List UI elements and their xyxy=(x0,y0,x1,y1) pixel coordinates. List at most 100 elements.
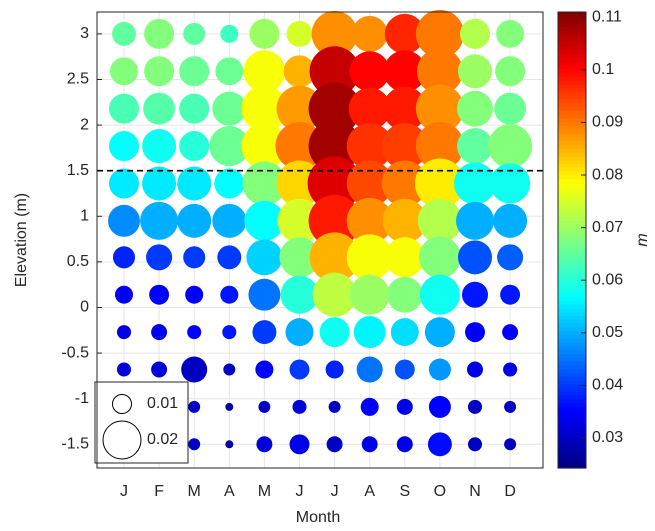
legend-label: 0.02 xyxy=(147,431,178,448)
colorbar-cell xyxy=(558,209,586,214)
bubble xyxy=(256,436,273,453)
colorbar-cell xyxy=(558,308,586,313)
bubble xyxy=(280,275,319,314)
colorbar-cell xyxy=(558,266,586,271)
bubble xyxy=(360,397,379,416)
bubble xyxy=(495,56,526,87)
colorbar-cell xyxy=(558,342,586,347)
y-tick-label: 0 xyxy=(80,299,89,316)
bubble xyxy=(356,356,383,383)
colorbar-tick-label: 0.1 xyxy=(592,61,614,78)
colorbar-cell xyxy=(558,312,586,317)
bubble xyxy=(361,436,378,453)
y-tick-label: -1.5 xyxy=(61,436,89,453)
bubble xyxy=(326,436,343,453)
colorbar-cell xyxy=(558,449,586,454)
colorbar-box xyxy=(557,11,587,469)
bubble xyxy=(465,322,485,343)
colorbar-cell xyxy=(558,285,586,290)
bubble xyxy=(220,24,239,43)
colorbar-cell xyxy=(558,46,586,51)
bubble xyxy=(222,325,237,340)
bubble xyxy=(116,362,132,377)
bubble xyxy=(246,239,283,276)
colorbar-cell xyxy=(558,38,586,43)
bubble xyxy=(467,399,483,414)
colorbar-cell xyxy=(558,95,586,100)
colorbar-cell xyxy=(558,357,586,363)
colorbar-cell xyxy=(558,145,586,150)
bubble xyxy=(415,84,464,133)
colorbar-cell xyxy=(558,247,586,252)
colorbar-cell xyxy=(558,91,586,97)
colorbar-cell xyxy=(558,243,586,249)
colorbar-cell xyxy=(558,15,586,21)
colorbar-cell xyxy=(558,407,586,412)
y-tick-label: -0.5 xyxy=(61,344,89,361)
colorbar-cell xyxy=(558,319,586,325)
bubble xyxy=(319,317,350,348)
bubble xyxy=(252,320,277,345)
colorbar-tick-label: 0.08 xyxy=(592,166,623,183)
x-tick-label: A xyxy=(224,483,235,500)
colorbar-cell xyxy=(558,114,586,119)
bubble xyxy=(353,316,386,349)
x-tick-label: J xyxy=(331,483,339,500)
bubble xyxy=(209,126,250,167)
bubble xyxy=(418,236,461,279)
bubble xyxy=(415,122,464,171)
x-tick-label: S xyxy=(399,483,410,500)
colorbar-cell xyxy=(558,171,586,176)
colorbar-cell xyxy=(558,34,586,40)
bubble xyxy=(279,237,320,278)
colorbar-cell xyxy=(558,202,586,207)
colorbar-cell xyxy=(558,61,586,66)
bubble xyxy=(177,166,212,201)
colorbar-label: m xyxy=(634,233,651,246)
colorbar-cell xyxy=(558,278,586,283)
x-axis-label: Month xyxy=(296,509,340,526)
colorbar-cell xyxy=(558,198,586,203)
bubble xyxy=(349,274,390,315)
colorbar-cell xyxy=(558,304,586,309)
bubble xyxy=(461,281,489,308)
colorbar-cell xyxy=(558,445,586,450)
bubble xyxy=(225,440,234,449)
bubble xyxy=(243,50,286,93)
colorbar-cell xyxy=(558,205,586,211)
y-axis-label: Elevation (m) xyxy=(13,193,30,287)
colorbar-cell xyxy=(558,460,586,465)
bubble xyxy=(428,358,451,381)
bubble xyxy=(241,85,288,132)
colorbar-cell xyxy=(558,346,586,351)
bubble xyxy=(427,432,452,457)
colorbar-tick-label: 0.07 xyxy=(592,219,623,236)
bubble xyxy=(249,18,280,49)
x-tick-label: F xyxy=(154,483,164,500)
bubble xyxy=(185,285,204,304)
colorbar-cell xyxy=(558,392,586,397)
bubble xyxy=(381,160,428,207)
colorbar-cell xyxy=(558,350,586,355)
colorbar-cell xyxy=(558,289,586,294)
colorbar-cell xyxy=(558,76,586,81)
bubble xyxy=(114,285,134,304)
bubble xyxy=(383,50,426,93)
bubble xyxy=(308,120,361,173)
colorbar-tick-label: 0.11 xyxy=(592,8,622,25)
bubble xyxy=(382,86,427,131)
x-tick-label: D xyxy=(504,483,516,500)
colorbar-cell xyxy=(558,164,586,169)
bubble xyxy=(416,48,463,95)
bubble xyxy=(177,203,212,238)
y-tick-label: 1.5 xyxy=(67,162,89,179)
colorbar-cell xyxy=(558,335,586,340)
colorbar-cell xyxy=(558,373,586,378)
bubble xyxy=(346,197,393,244)
colorbar-tick-label: 0.05 xyxy=(592,324,623,341)
bubble xyxy=(325,360,344,379)
colorbar-cell xyxy=(558,433,586,439)
bubble xyxy=(225,402,234,411)
bubble xyxy=(179,131,210,162)
colorbar-cell xyxy=(558,221,586,226)
